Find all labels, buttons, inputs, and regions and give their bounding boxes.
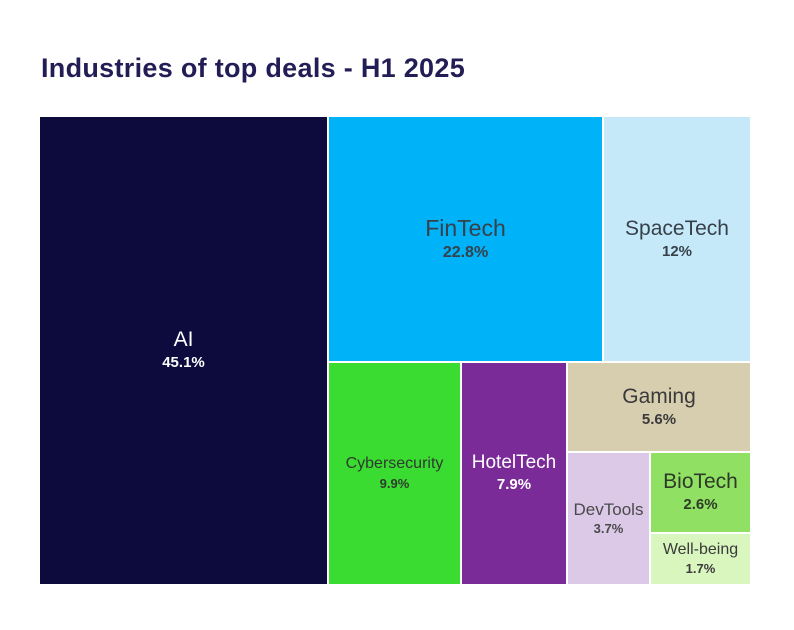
tile-label-gaming: Gaming — [622, 384, 696, 408]
tile-value-hoteltech: 7.9% — [496, 476, 532, 494]
treemap-tile-cybersecurity: Cybersecurity 9.9% — [329, 363, 460, 584]
tile-label-wellbeing: Well-being — [662, 540, 739, 558]
tile-label-cybersecurity: Cybersecurity — [345, 455, 444, 473]
tile-value-ai: 45.1% — [162, 354, 205, 372]
treemap-tile-gaming: Gaming 5.6% — [568, 363, 750, 451]
tile-label-ai: AI — [173, 328, 194, 352]
treemap-tile-devtools: DevTools 3.7% — [568, 453, 649, 584]
treemap-tile-wellbeing: Well-being 1.7% — [651, 534, 750, 584]
tile-value-wellbeing: 1.7% — [685, 561, 716, 577]
tile-value-gaming: 5.6% — [641, 410, 677, 428]
treemap: AI 45.1% FinTech 22.8% SpaceTech 12% Cyb… — [40, 117, 750, 584]
tile-value-fintech: 22.8% — [442, 244, 489, 262]
treemap-tile-spacetech: SpaceTech 12% — [604, 117, 750, 361]
treemap-tile-biotech: BioTech 2.6% — [651, 453, 750, 532]
tile-label-devtools: DevTools — [573, 499, 644, 519]
treemap-tile-hoteltech: HotelTech 7.9% — [462, 363, 566, 584]
tile-label-hoteltech: HotelTech — [471, 452, 557, 474]
treemap-tile-ai: AI 45.1% — [40, 117, 327, 584]
tile-value-cybersecurity: 9.9% — [379, 475, 410, 491]
tile-value-devtools: 3.7% — [593, 521, 624, 537]
tile-label-fintech: FinTech — [425, 214, 506, 241]
tile-label-biotech: BioTech — [663, 470, 738, 494]
tile-value-spacetech: 12% — [661, 242, 693, 260]
tile-value-biotech: 2.6% — [683, 496, 718, 514]
chart-title: Industries of top deals - H1 2025 — [41, 53, 466, 83]
tile-label-spacetech: SpaceTech — [625, 216, 729, 240]
treemap-tile-fintech: FinTech 22.8% — [329, 117, 602, 361]
